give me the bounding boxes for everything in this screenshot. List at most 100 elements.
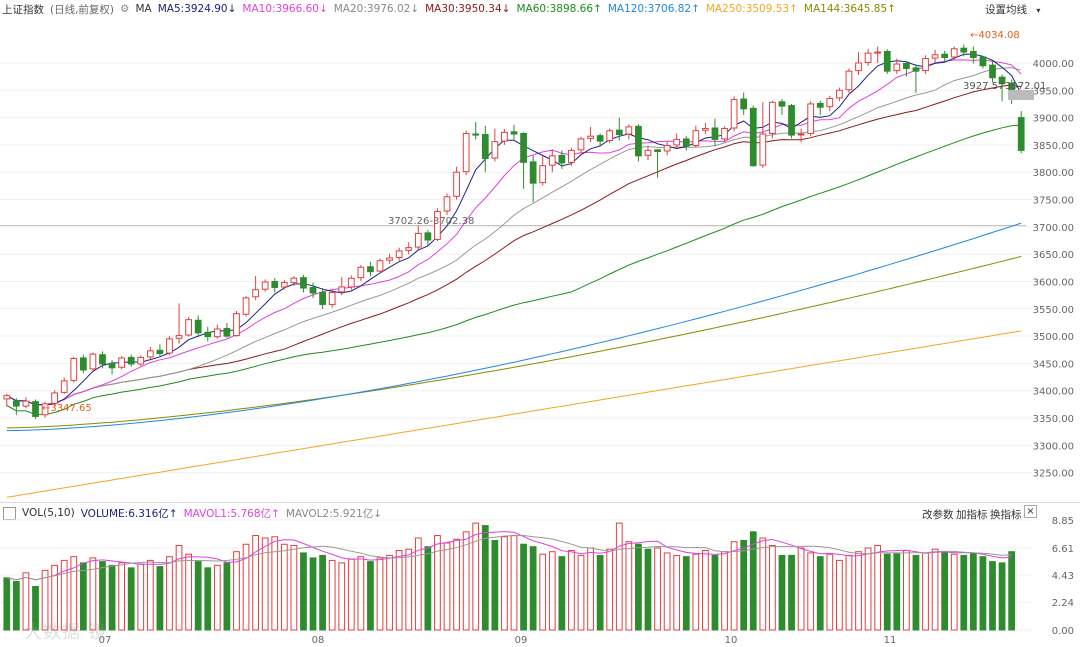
volume-bar	[319, 554, 326, 631]
candle-body	[261, 281, 269, 290]
volume-bar	[635, 543, 642, 631]
volume-bar	[481, 525, 489, 631]
price-tick-label: 4000.00	[1033, 59, 1074, 70]
candle-body	[998, 76, 1006, 85]
volume-bar	[730, 541, 738, 631]
volume-bar	[405, 548, 413, 631]
candle-body	[740, 98, 748, 110]
ma60-line	[6, 124, 1022, 416]
candle-body	[328, 291, 336, 305]
candle-body	[233, 313, 240, 337]
price-tick-label: 3950.00	[1033, 86, 1074, 97]
volume-bar	[146, 559, 154, 631]
candle-body	[280, 282, 288, 288]
mavol1-line	[6, 531, 1012, 581]
ma-item-1: MA10:3966.60↓	[242, 3, 328, 15]
candle-body	[941, 53, 949, 59]
volume-bar	[338, 562, 346, 631]
volume-bar	[242, 543, 250, 631]
add-indicator-button[interactable]: 加指标	[956, 509, 988, 521]
range-annotation: 3702.26-3702.38	[388, 216, 474, 227]
low-annotation: ←3347.65	[42, 403, 92, 414]
candle-body	[453, 171, 460, 197]
volume-bar	[778, 554, 786, 631]
volume-bar	[788, 554, 795, 631]
volume-bar	[12, 581, 20, 631]
volume-bar	[520, 543, 527, 631]
candle-body	[70, 358, 78, 381]
volume-bar	[309, 557, 317, 631]
candle-body	[12, 400, 20, 407]
candle-body	[213, 328, 221, 338]
x-tick-label: 07	[99, 635, 112, 646]
volume-bar	[252, 535, 259, 631]
volume-bar	[386, 554, 393, 631]
candle-body	[883, 50, 891, 72]
gear-icon[interactable]: ⚙	[120, 3, 130, 15]
volume-bar	[472, 522, 480, 631]
candle-body	[577, 138, 585, 151]
volume-bar	[166, 556, 173, 631]
candle-body	[797, 133, 805, 136]
volume-bar	[261, 537, 269, 631]
candle-body	[529, 161, 537, 184]
candle-body	[79, 357, 87, 371]
price-tick-label: 3550.00	[1033, 305, 1074, 316]
price-tick-label: 3500.00	[1033, 332, 1074, 343]
volume-bar	[99, 561, 106, 631]
price-tick-label: 3900.00	[1033, 114, 1074, 125]
candle-body	[501, 131, 508, 142]
candle-body	[950, 48, 958, 58]
candle-body	[663, 144, 671, 152]
candle-body	[309, 286, 317, 294]
price-tick-label: 3300.00	[1033, 441, 1074, 452]
volume-bar	[376, 557, 384, 631]
candle-body	[682, 138, 690, 147]
candle-body	[137, 356, 145, 365]
volume-bar	[989, 561, 996, 631]
volume-bar	[510, 535, 518, 631]
price-marker	[1008, 90, 1034, 100]
volume-tick-label: 4.43	[1052, 571, 1074, 582]
volume-legend: VOL(5,10) VOLUME:6.316亿↑ MAVOL1:5.768亿↑ MA…	[0, 504, 1080, 522]
volume-bar	[434, 535, 441, 631]
volume-bar	[32, 585, 39, 631]
change-params-button[interactable]: 改参数	[922, 509, 954, 521]
volume-bar	[625, 541, 633, 631]
volume-bar	[462, 531, 470, 631]
candle-body	[864, 52, 872, 63]
volume-bar	[577, 554, 585, 631]
volume-bar	[836, 559, 843, 631]
ma-item-0: MA5:3924.90↓	[157, 3, 237, 15]
candle-body	[654, 149, 661, 152]
candle-body	[711, 127, 719, 140]
price-tick-label: 3600.00	[1033, 277, 1074, 288]
volume-bar	[194, 561, 202, 631]
candle-body	[443, 196, 451, 212]
swap-indicator-button[interactable]: 换指标	[990, 509, 1022, 521]
x-tick-label: 11	[884, 635, 897, 646]
settings-button[interactable]: 设置均线 ▾	[985, 4, 1041, 16]
watermark: 大数据 镜	[24, 622, 107, 643]
volume-bar	[185, 553, 192, 631]
price-tick-label: 3800.00	[1033, 168, 1074, 179]
pane-divider	[0, 502, 1080, 503]
volume-bar	[424, 546, 432, 631]
vol-items: VOLUME:6.316亿↑ MAVOL1:5.768亿↑ MAVOL2:5.921…	[81, 506, 388, 521]
price-tick-label: 3250.00	[1033, 469, 1074, 480]
close-icon[interactable]: ×	[1024, 505, 1037, 518]
volume-bar	[663, 552, 671, 631]
volume-bar	[998, 562, 1006, 631]
candle-body	[960, 47, 968, 53]
checkbox-icon[interactable]	[3, 506, 16, 520]
volume-bar	[749, 531, 757, 631]
x-tick-label: 10	[725, 635, 738, 646]
volume-bar	[673, 554, 681, 631]
ma-label: MA	[135, 3, 152, 15]
volume-bar	[501, 536, 508, 631]
volume-bar	[721, 551, 728, 631]
candle-body	[759, 133, 767, 166]
candle-body	[979, 56, 987, 67]
volume-bar	[759, 537, 767, 631]
